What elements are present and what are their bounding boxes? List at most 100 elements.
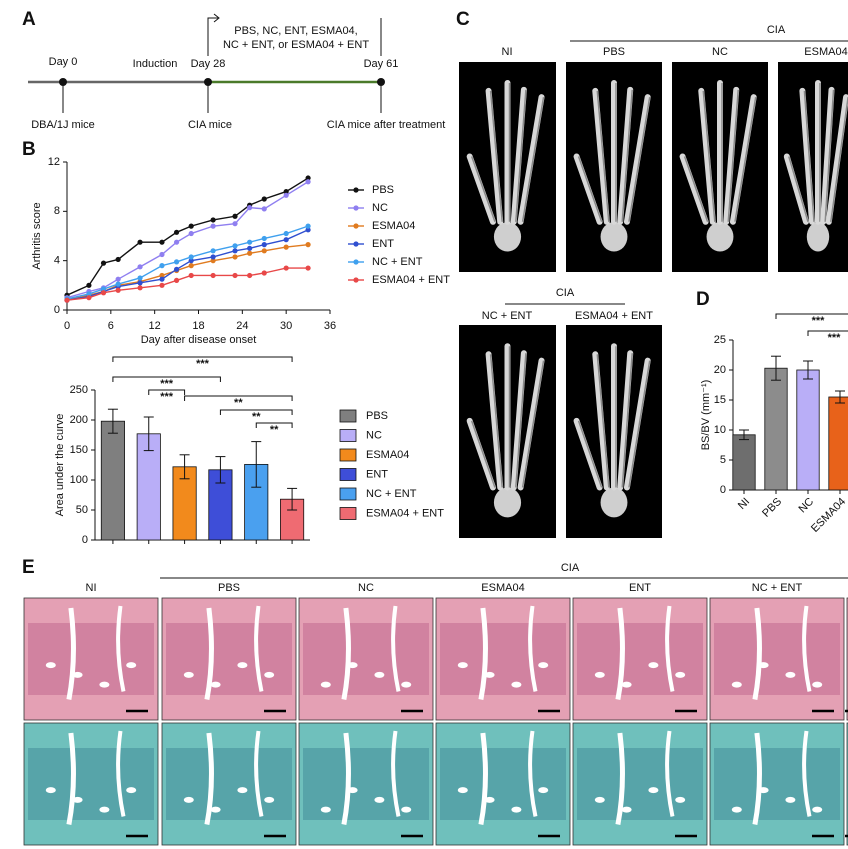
point (159, 263, 165, 269)
ct-digit (485, 351, 504, 491)
point (173, 277, 180, 283)
ct-digit-shadow (521, 360, 545, 488)
legend-label: NC + ENT (372, 256, 423, 268)
histology-space (594, 796, 605, 803)
ct-digit (517, 94, 545, 225)
y-tick-label: 0 (82, 534, 88, 546)
bar (100, 420, 125, 541)
x-tick-label: 18 (192, 320, 204, 332)
image-label: ENT (629, 582, 651, 594)
histology-space (401, 681, 412, 688)
ct-wrist (600, 487, 628, 518)
legend-marker (353, 259, 359, 265)
legend-label: ESMA04 (366, 449, 409, 461)
point (100, 260, 107, 266)
histology-tissue (577, 623, 703, 695)
histology-space (45, 662, 56, 669)
point (210, 248, 216, 254)
point (210, 254, 216, 260)
point (247, 250, 253, 256)
group-label: DBA/1J mice (31, 119, 95, 131)
point (137, 285, 143, 291)
ct-digit-shadow (489, 354, 503, 488)
point (232, 272, 238, 279)
histology-image (572, 597, 708, 721)
histology-cleft (752, 732, 762, 825)
point (137, 239, 143, 245)
significance-bracket (807, 330, 848, 336)
legend-label: ENT (372, 238, 394, 250)
legend-label: NC (366, 429, 382, 441)
point (232, 254, 238, 260)
point (188, 230, 194, 237)
point (305, 265, 311, 271)
point (173, 229, 180, 235)
significance-label: *** (196, 358, 210, 370)
y-tick-label: 25 (714, 334, 726, 346)
point (210, 217, 216, 223)
group-label: CIA mice (188, 119, 232, 131)
ct-digit (825, 94, 848, 225)
point (188, 254, 194, 260)
histology-space (72, 671, 83, 678)
ct-digit-shadow (702, 90, 716, 222)
image-label: NI (502, 46, 513, 58)
histology-space (264, 796, 275, 803)
point (261, 206, 267, 212)
ct-digit-shadow (727, 89, 739, 222)
histology-image (161, 597, 297, 721)
ct-digit (698, 87, 716, 225)
treatment-label: PBS, NC, ENT, ESMA04, (234, 25, 357, 37)
histology-space (183, 671, 194, 678)
y-tick-label: 150 (70, 444, 88, 456)
histology-cleft (802, 730, 812, 817)
point (283, 237, 289, 243)
point (261, 270, 267, 276)
histology-space (648, 662, 659, 669)
significance-label: ** (234, 397, 243, 409)
y-tick-label: 0 (54, 304, 60, 316)
y-tick-label: 10 (714, 424, 726, 436)
point (159, 239, 165, 245)
point (159, 251, 165, 258)
phase-label: Induction (133, 58, 178, 70)
legend-swatch (339, 507, 357, 520)
histology-space (621, 806, 632, 813)
histology-tissue (440, 623, 566, 695)
histology-space (347, 662, 358, 669)
legend-swatch (339, 487, 357, 501)
group-label: CIA mice after treatment (327, 119, 446, 131)
histology-space (401, 806, 412, 813)
group-header: CIA (561, 562, 580, 574)
ct-digit-shadow (515, 353, 527, 488)
legend-marker (353, 277, 359, 283)
legend-swatch (339, 409, 357, 423)
histology-space (511, 806, 522, 813)
y-tick-label: 5 (720, 454, 726, 466)
panel-label: C (456, 9, 470, 30)
panel-label: E (22, 557, 35, 578)
histology-space (237, 787, 248, 794)
ct-digit-shadow (621, 89, 633, 222)
ct-digit (466, 417, 496, 491)
histology-space (511, 681, 522, 688)
legend-label: ESMA04 (372, 220, 415, 232)
image-label: ESMA04 (804, 46, 847, 58)
bar (732, 434, 756, 491)
histology-cleft (341, 607, 351, 700)
significance-label: ** (252, 411, 261, 423)
day-label: Day 61 (364, 58, 399, 70)
x-tick-label: 36 (324, 320, 336, 332)
point (173, 259, 180, 265)
y-tick-label: 12 (48, 156, 60, 168)
significance-bracket (255, 422, 293, 428)
legend-label: ESMA04 + ENT (372, 274, 450, 286)
point (86, 282, 92, 288)
ct-digit (485, 87, 504, 225)
histology-space (237, 662, 248, 669)
legend-swatch (339, 448, 357, 462)
histology-cleft (478, 732, 488, 825)
ct-digit-shadow (515, 89, 527, 222)
histology-image (23, 722, 159, 846)
point (305, 227, 311, 233)
